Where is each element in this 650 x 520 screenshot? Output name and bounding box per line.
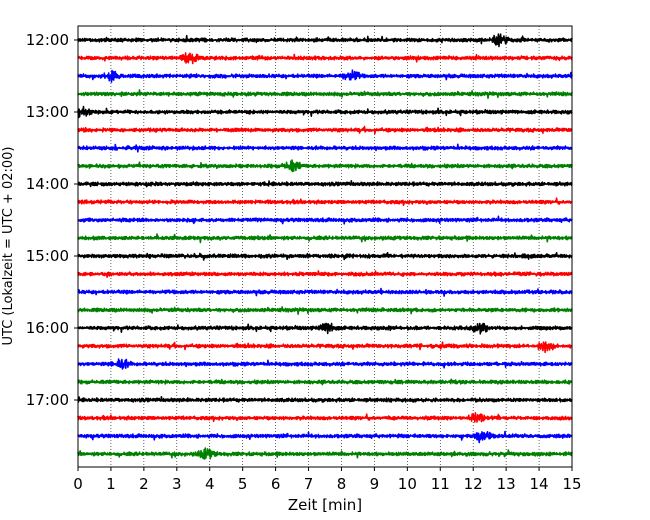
x-tick-label: 8 (337, 475, 347, 493)
x-tick-label: 14 (530, 475, 549, 493)
y-tick-label: 12:00 (26, 31, 69, 49)
trace-1415 (77, 197, 573, 207)
x-tick-label: 15 (562, 475, 581, 493)
x-tick-label: 3 (172, 475, 182, 493)
seismic-traces (77, 33, 573, 460)
trace-1500 (77, 251, 573, 261)
trace-1630 (77, 358, 573, 370)
x-tick-label: 6 (271, 475, 281, 493)
plot-background (78, 26, 572, 467)
x-tick-label: 4 (205, 475, 215, 493)
y-axis-label: UTC (Lokalzeit = UTC + 02:00) (1, 147, 16, 346)
trace-1430 (77, 215, 573, 225)
trace-1515 (77, 270, 573, 278)
trace-1745 (77, 447, 573, 460)
trace-1400 (77, 180, 573, 188)
trace-1300 (77, 105, 573, 119)
trace-1645 (77, 378, 573, 386)
trace-1200 (77, 33, 573, 48)
x-tick-label: 9 (370, 475, 380, 493)
trace-1315 (77, 125, 573, 135)
y-tick-label: 13:00 (26, 103, 69, 121)
y-tick-label: 15:00 (26, 247, 69, 265)
y-tick-label: 17:00 (26, 391, 69, 409)
x-tick-label: 13 (497, 475, 516, 493)
x-tick-label: 10 (398, 475, 417, 493)
trace-1600 (77, 322, 573, 335)
trace-1700 (77, 396, 573, 403)
trace-1230 (77, 69, 573, 83)
trace-1615 (77, 341, 573, 354)
trace-1530 (77, 287, 573, 297)
y-tick-label: 14:00 (26, 175, 69, 193)
trace-1245 (77, 89, 573, 99)
trace-1730 (77, 430, 573, 444)
x-tick-label: 0 (73, 475, 83, 493)
x-tick-label: 5 (238, 475, 248, 493)
trace-1545 (77, 306, 573, 315)
trace-1715 (77, 412, 573, 423)
trace-1330 (77, 143, 573, 153)
x-axis-label: Zeit [min] (288, 496, 362, 514)
plot-frame (77, 25, 573, 468)
y-tick-label: 16:00 (26, 319, 69, 337)
trace-1345 (77, 159, 573, 173)
x-tick-label: 1 (106, 475, 116, 493)
x-tick-label: 7 (304, 475, 314, 493)
trace-1215 (77, 52, 573, 65)
trace-1445 (77, 233, 573, 244)
y-axis-ticks: 12:00 13:00 14:00 15:00 16:00 17:00 (26, 31, 78, 409)
x-tick-label: 2 (139, 475, 149, 493)
x-axis-ticks: 0 1 2 3 4 5 6 7 8 9 10 11 12 13 14 15 (73, 467, 582, 493)
x-tick-label: 11 (431, 475, 450, 493)
x-tick-label: 12 (464, 475, 483, 493)
